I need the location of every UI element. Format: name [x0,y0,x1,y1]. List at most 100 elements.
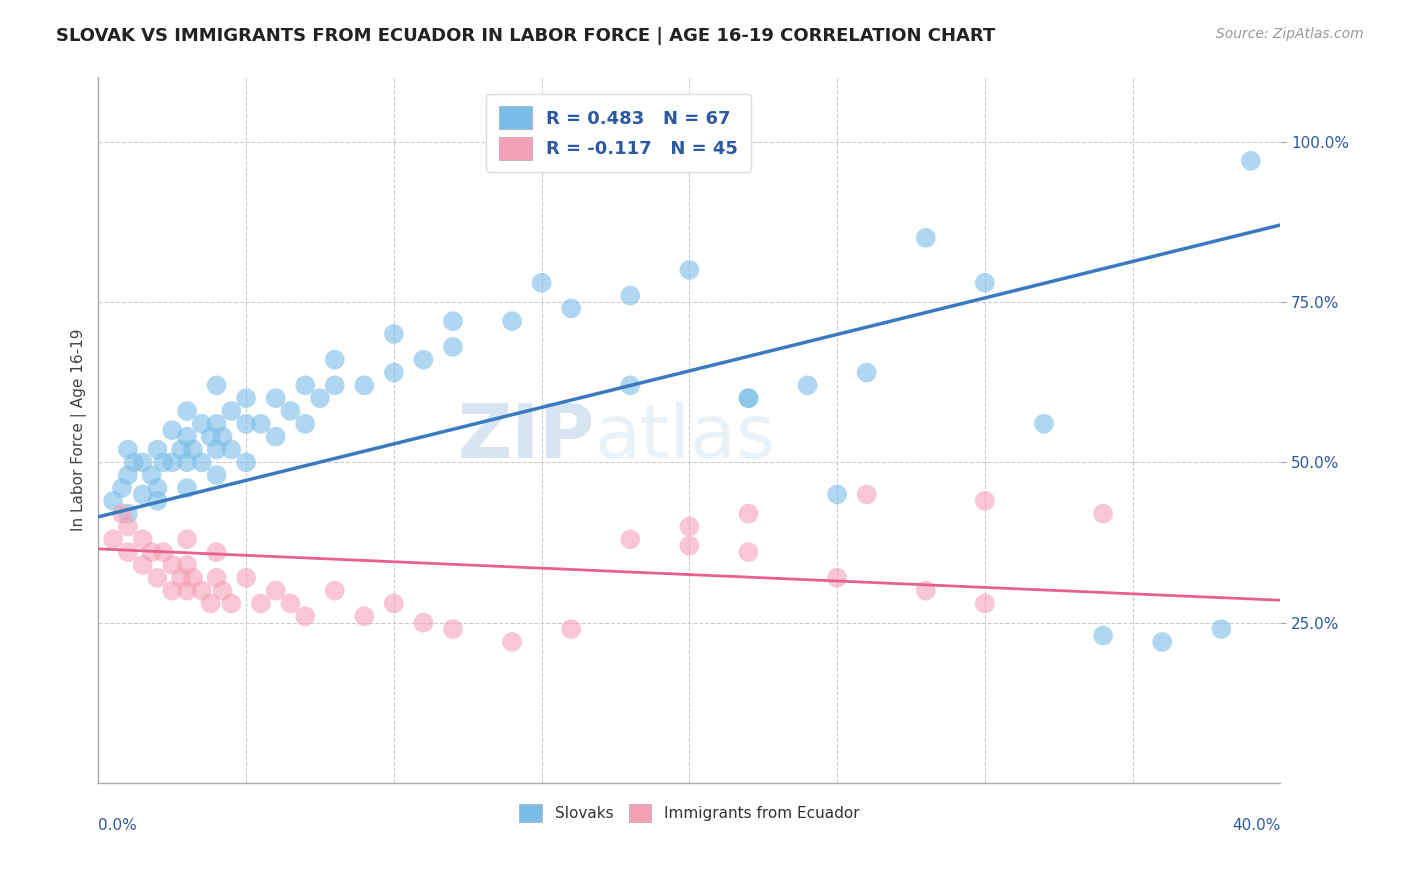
Point [619,378,641,392]
Point [122,455,145,469]
Point [176,533,198,547]
Point [737,545,759,559]
Text: 40.0%: 40.0% [1232,818,1281,833]
Point [205,442,228,457]
Point [441,622,464,636]
Point [914,583,936,598]
Point [111,507,134,521]
Point [1033,417,1056,431]
Point [211,430,233,444]
Point [382,366,405,380]
Point [191,417,214,431]
Point [294,378,316,392]
Point [323,583,346,598]
Text: atlas: atlas [595,401,776,474]
Point [191,455,214,469]
Point [678,539,700,553]
Point [205,545,228,559]
Point [382,326,405,341]
Legend: Slovaks, Immigrants from Ecuador: Slovaks, Immigrants from Ecuador [513,797,865,829]
Point [146,571,169,585]
Point [205,571,228,585]
Point [117,442,139,457]
Point [855,366,877,380]
Point [250,417,273,431]
Point [146,493,169,508]
Point [117,519,139,533]
Point [176,455,198,469]
Point [176,481,198,495]
Point [160,583,183,598]
Point [294,609,316,624]
Point [382,597,405,611]
Point [152,545,174,559]
Point [1240,153,1263,168]
Point [412,352,434,367]
Point [619,533,641,547]
Point [101,493,124,508]
Point [530,276,553,290]
Point [176,583,198,598]
Point [221,404,243,418]
Point [737,391,759,405]
Point [160,558,183,572]
Point [323,352,346,367]
Point [323,378,346,392]
Point [1211,622,1233,636]
Point [160,455,183,469]
Point [1092,507,1115,521]
Text: 0.0%: 0.0% [98,818,138,833]
Point [176,404,198,418]
Point [235,571,257,585]
Point [146,442,169,457]
Point [101,533,124,547]
Point [264,391,287,405]
Point [825,487,848,501]
Point [264,430,287,444]
Point [221,442,243,457]
Point [353,609,375,624]
Point [205,417,228,431]
Point [117,545,139,559]
Point [117,468,139,483]
Point [441,340,464,354]
Text: SLOVAK VS IMMIGRANTS FROM ECUADOR IN LABOR FORCE | AGE 16-19 CORRELATION CHART: SLOVAK VS IMMIGRANTS FROM ECUADOR IN LAB… [56,27,995,45]
Point [678,263,700,277]
Point [737,507,759,521]
Point [678,519,700,533]
Point [235,455,257,469]
Point [737,391,759,405]
Point [973,597,995,611]
Point [973,493,995,508]
Point [280,597,302,611]
Point [170,442,193,457]
Point [235,391,257,405]
Text: Source: ZipAtlas.com: Source: ZipAtlas.com [1216,27,1364,41]
Point [264,583,287,598]
Point [221,597,243,611]
Point [1092,628,1115,642]
Point [619,288,641,302]
Point [205,378,228,392]
Point [141,468,163,483]
Point [1152,635,1174,649]
Point [825,571,848,585]
Point [211,583,233,598]
Point [191,583,214,598]
Point [353,378,375,392]
Point [560,622,582,636]
Point [796,378,818,392]
Point [250,597,273,611]
Text: ZIP: ZIP [457,401,595,474]
Point [235,417,257,431]
Point [170,571,193,585]
Point [560,301,582,316]
Point [412,615,434,630]
Point [855,487,877,501]
Point [141,545,163,559]
Point [205,468,228,483]
Point [181,442,204,457]
Point [131,487,153,501]
Point [441,314,464,328]
Point [111,481,134,495]
